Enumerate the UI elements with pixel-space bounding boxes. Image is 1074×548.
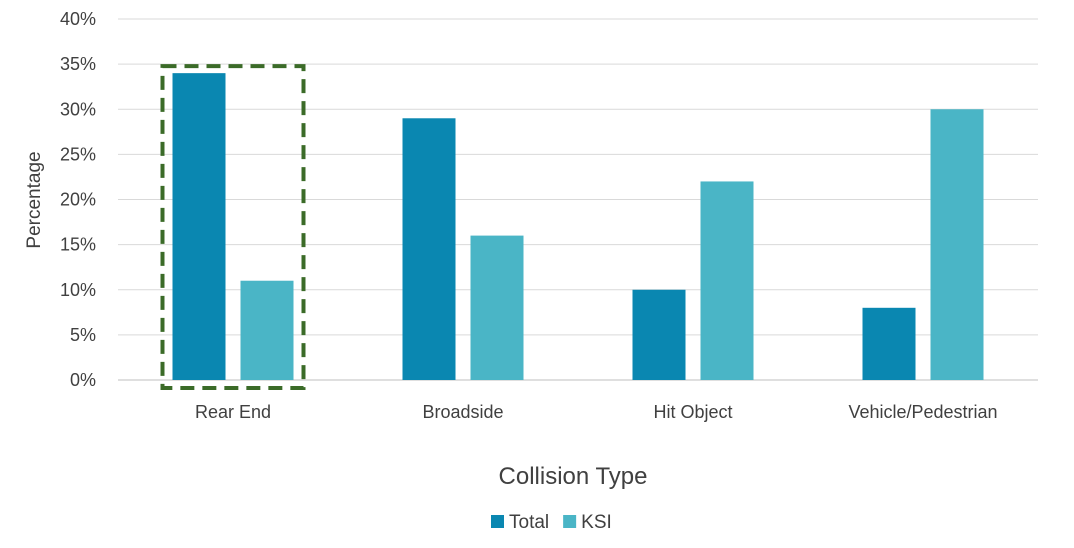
x-axis-tick-labels: Rear End Broadside Hit Object Vehicle/Pedes… — [195, 402, 998, 422]
legend-label-ksi: KSI — [581, 512, 612, 533]
y-tick-label: 5% — [70, 325, 96, 345]
rear-end-highlight-box — [160, 64, 306, 391]
y-tick-label: 35% — [60, 54, 96, 74]
x-tick-label: Rear End — [195, 402, 271, 422]
y-tick-label: 20% — [60, 190, 96, 210]
x-tick-label: Broadside — [422, 402, 503, 422]
y-tick-label: 15% — [60, 235, 96, 255]
legend-label-total: Total — [509, 512, 549, 533]
y-axis-label: Percentage — [24, 151, 45, 248]
legend-swatch-total — [491, 515, 504, 528]
x-tick-label: Hit Object — [653, 402, 732, 422]
x-tick-label: Vehicle/Pedestrian — [848, 402, 997, 422]
y-tick-label: 10% — [60, 280, 96, 300]
y-tick-label: 25% — [60, 144, 96, 164]
y-tick-label: 40% — [60, 9, 96, 29]
bars — [172, 73, 984, 381]
y-axis-tick-labels: 0% 5% 10% 15% 20% 25% 30% 35% 40% — [60, 9, 96, 390]
legend-swatch-ksi — [563, 515, 577, 528]
bar-ksi-broadside — [470, 235, 524, 380]
bar-total-broadside — [402, 118, 456, 381]
bar-ksi-vehicle-pedestrian — [930, 109, 984, 380]
bar-ksi-hit-object — [700, 181, 754, 380]
y-tick-label: 30% — [60, 99, 96, 119]
bar-total-vehicle-pedestrian — [862, 307, 916, 380]
legend: Total KSI — [491, 512, 612, 533]
y-tick-label: 0% — [70, 370, 96, 390]
bar-ksi-rear-end — [240, 280, 294, 380]
x-axis-label: Collision Type — [499, 463, 648, 490]
bar-total-hit-object — [632, 289, 686, 380]
bar-total-rear-end — [172, 73, 226, 381]
